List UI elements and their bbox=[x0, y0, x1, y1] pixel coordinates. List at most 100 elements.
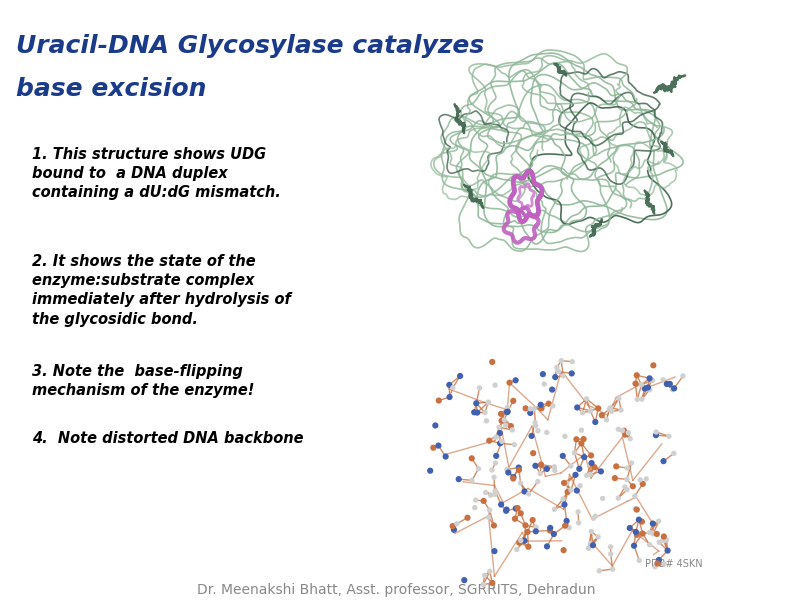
Point bbox=[612, 424, 625, 434]
Point bbox=[646, 518, 659, 528]
Point bbox=[482, 397, 495, 407]
Point bbox=[558, 545, 570, 555]
Point bbox=[506, 425, 519, 435]
Point bbox=[629, 504, 642, 513]
Point bbox=[546, 385, 558, 395]
Point bbox=[523, 489, 535, 499]
Point bbox=[482, 398, 495, 408]
Point bbox=[563, 523, 576, 532]
Point bbox=[625, 458, 638, 468]
Point bbox=[531, 426, 544, 436]
Point bbox=[514, 509, 527, 518]
Point bbox=[653, 555, 665, 565]
Point bbox=[637, 479, 649, 489]
Text: Uracil-DNA Glycosylase catalyzes: Uracil-DNA Glycosylase catalyzes bbox=[16, 34, 484, 58]
Point bbox=[557, 451, 569, 461]
Point bbox=[584, 450, 597, 460]
Point bbox=[520, 403, 532, 413]
Point bbox=[612, 493, 625, 503]
Point bbox=[478, 496, 490, 506]
Point bbox=[585, 526, 598, 536]
Point bbox=[514, 478, 527, 488]
Point bbox=[519, 520, 531, 530]
Point bbox=[527, 515, 539, 525]
Point bbox=[546, 401, 559, 411]
Point bbox=[587, 540, 600, 550]
Point bbox=[451, 519, 463, 529]
Point bbox=[635, 380, 648, 390]
Point bbox=[630, 530, 643, 540]
Point bbox=[584, 406, 596, 416]
Point bbox=[588, 462, 601, 472]
Point bbox=[543, 526, 556, 536]
Point bbox=[521, 527, 534, 537]
Point bbox=[595, 466, 607, 476]
Point bbox=[452, 474, 465, 484]
Point bbox=[527, 448, 539, 458]
Point bbox=[604, 549, 617, 559]
Point bbox=[608, 473, 621, 483]
Point bbox=[507, 472, 520, 482]
Point bbox=[489, 380, 501, 390]
Point bbox=[630, 505, 643, 515]
Point bbox=[570, 435, 583, 444]
Point bbox=[534, 469, 546, 479]
Point bbox=[535, 403, 548, 413]
Point bbox=[466, 476, 478, 485]
Point bbox=[621, 485, 634, 494]
Point bbox=[643, 540, 656, 550]
Point bbox=[643, 373, 656, 383]
Text: PDB# 4SKN: PDB# 4SKN bbox=[645, 559, 703, 569]
Point bbox=[427, 443, 440, 453]
Point bbox=[440, 452, 452, 461]
Point bbox=[624, 434, 637, 444]
Point bbox=[568, 448, 581, 458]
Point bbox=[540, 464, 553, 474]
Point bbox=[478, 570, 491, 580]
Point bbox=[657, 532, 670, 542]
Point bbox=[626, 482, 639, 491]
Point bbox=[641, 384, 653, 394]
Point bbox=[447, 525, 460, 535]
Point bbox=[643, 528, 656, 537]
Point bbox=[507, 474, 520, 483]
Point bbox=[524, 408, 536, 418]
Point bbox=[605, 406, 618, 416]
Point bbox=[501, 505, 513, 515]
Point bbox=[653, 537, 665, 547]
Point bbox=[429, 420, 442, 430]
Point bbox=[558, 431, 571, 441]
Point bbox=[573, 518, 585, 528]
Point bbox=[657, 536, 670, 546]
Point bbox=[664, 379, 676, 389]
Point bbox=[548, 462, 561, 472]
Point bbox=[490, 451, 503, 461]
Point bbox=[676, 371, 689, 381]
Point bbox=[530, 523, 543, 532]
Point bbox=[587, 513, 600, 523]
Point bbox=[473, 383, 485, 393]
Point bbox=[485, 357, 498, 367]
Point bbox=[512, 465, 525, 475]
Point bbox=[525, 431, 538, 441]
Point bbox=[562, 487, 574, 497]
Point bbox=[468, 502, 481, 512]
Point bbox=[543, 399, 555, 409]
Point bbox=[578, 452, 591, 462]
Point bbox=[661, 546, 674, 556]
Point bbox=[577, 408, 589, 418]
Point bbox=[653, 517, 665, 526]
Point bbox=[508, 514, 521, 524]
Point bbox=[577, 434, 590, 444]
Point bbox=[559, 521, 572, 531]
Point bbox=[630, 370, 643, 380]
Point bbox=[575, 439, 588, 449]
Point bbox=[495, 499, 508, 509]
Point bbox=[477, 580, 489, 589]
Point bbox=[633, 556, 645, 565]
Point bbox=[529, 421, 542, 431]
Point bbox=[618, 426, 630, 436]
Point bbox=[512, 463, 525, 472]
Point bbox=[538, 379, 550, 389]
Point bbox=[500, 506, 512, 516]
